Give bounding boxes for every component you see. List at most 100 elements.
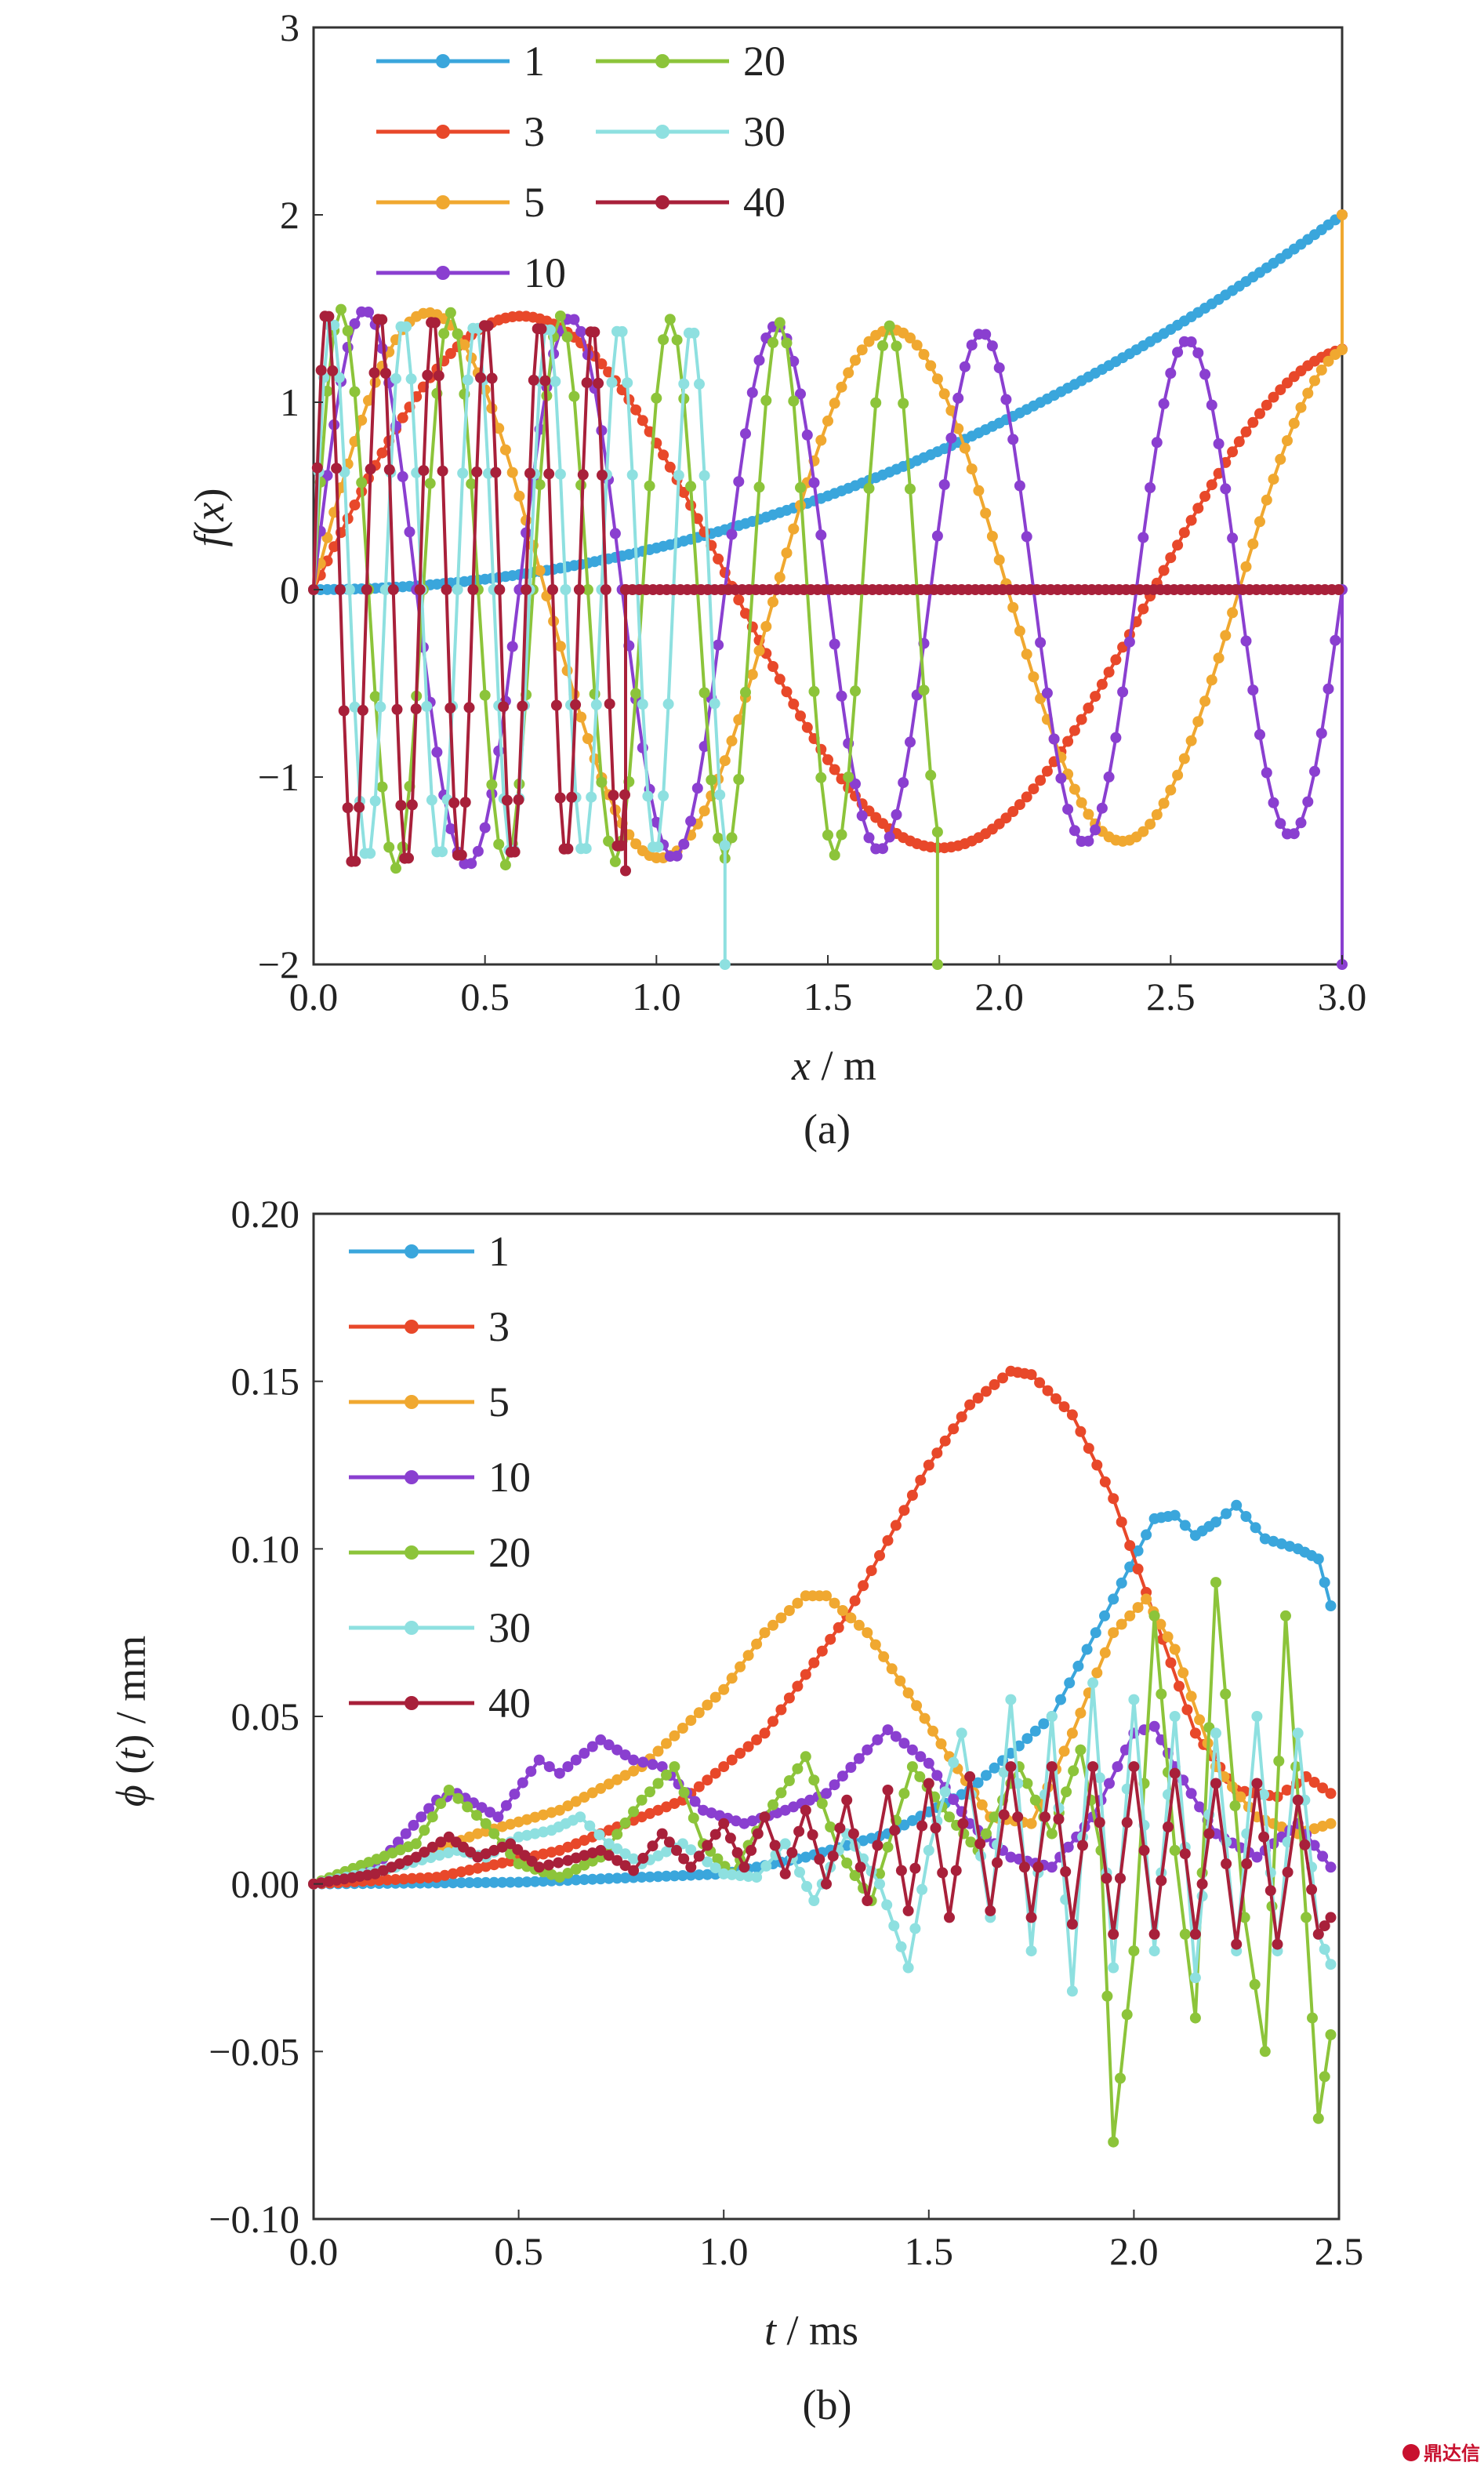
data-point-20 [1046, 1828, 1058, 1840]
data-point-5 [853, 1619, 865, 1631]
data-point-10 [568, 314, 580, 325]
data-point-5 [774, 572, 786, 583]
data-point-40 [444, 703, 456, 714]
legend-swatch-marker [436, 195, 450, 209]
data-point-3 [1083, 703, 1094, 714]
data-point-30 [529, 1828, 541, 1840]
legend-label: 40 [743, 179, 786, 226]
data-point-10 [400, 1828, 412, 1840]
data-point-20 [767, 337, 778, 348]
data-point-30 [401, 321, 412, 332]
data-point-3 [1158, 565, 1170, 576]
y-axis-label-a: f(x) [186, 488, 233, 547]
data-point-10 [509, 1789, 521, 1800]
data-point-5 [843, 367, 854, 379]
data-point-30 [584, 1820, 596, 1832]
data-point-5 [561, 665, 573, 677]
data-point-30 [538, 1826, 549, 1838]
data-point-1 [1029, 1725, 1041, 1737]
x-tick-label: 0.0 [289, 975, 339, 1019]
data-point-5 [1132, 1602, 1144, 1614]
x-tick-label: 2.0 [1109, 2229, 1159, 2273]
data-point-3 [1275, 384, 1286, 396]
data-point-3 [644, 1807, 655, 1819]
data-point-40 [882, 1785, 894, 1796]
data-point-20 [570, 1863, 582, 1875]
data-point-10 [890, 1731, 902, 1742]
legend-entry-20: 20 [596, 38, 786, 85]
data-point-5 [693, 1707, 705, 1719]
data-point-5 [1315, 364, 1327, 376]
legend-entry-3: 3 [376, 108, 545, 155]
data-point-40 [895, 1865, 907, 1876]
data-point-20 [733, 774, 745, 785]
data-point-10 [1220, 483, 1232, 495]
data-point-5 [911, 1700, 923, 1712]
data-point-40 [386, 1861, 397, 1873]
data-point-10 [726, 528, 738, 540]
data-point-40 [426, 1841, 438, 1853]
data-point-40 [1325, 1912, 1337, 1923]
data-point-40 [570, 1852, 582, 1864]
data-point-30 [1128, 1694, 1140, 1705]
data-point-40 [1066, 1918, 1078, 1930]
data-point-5 [726, 735, 738, 746]
data-point-30 [726, 1869, 738, 1880]
data-point-3 [1042, 1385, 1054, 1396]
data-point-20 [1156, 1688, 1167, 1700]
data-point-3 [740, 608, 751, 619]
data-point-20 [534, 479, 546, 491]
data-point-30 [434, 1850, 445, 1861]
data-point-40 [872, 1840, 884, 1851]
data-point-20 [652, 1778, 664, 1789]
data-point-10 [1315, 728, 1327, 739]
data-point-30 [760, 1860, 772, 1872]
x-axis-var-b: t [764, 2307, 778, 2354]
data-point-1 [1064, 1677, 1076, 1689]
x-tick-label: 2.5 [1146, 975, 1196, 1019]
data-point-1 [1319, 1577, 1330, 1589]
data-point-3 [751, 1734, 763, 1745]
data-point-1 [513, 1876, 524, 1888]
data-point-10 [1007, 434, 1019, 445]
data-point-1 [595, 1873, 607, 1885]
data-point-3 [1137, 603, 1149, 615]
data-point-5 [677, 1723, 688, 1734]
data-point-3 [774, 674, 786, 685]
data-point-40 [593, 377, 604, 389]
data-point-3 [849, 1595, 861, 1607]
data-point-40 [391, 703, 403, 715]
data-point-10 [1192, 347, 1204, 359]
data-point-20 [579, 1859, 590, 1871]
data-point-3 [948, 1423, 960, 1435]
data-point-30 [628, 1853, 640, 1865]
data-point-40 [1189, 1928, 1201, 1940]
data-point-20 [706, 774, 717, 786]
data-point-20 [664, 314, 676, 325]
data-point-5 [1227, 607, 1239, 619]
data-point-10 [1308, 1840, 1320, 1851]
ticks-a: 0.0 0.5 1.0 1.5 2.0 2.5 3.0 −2 −1 0 1 2 3 [258, 5, 1366, 1019]
data-point-1 [1072, 1660, 1084, 1672]
data-point-20 [1108, 2136, 1119, 2148]
data-point-5 [702, 1699, 713, 1711]
data-point-5 [1240, 561, 1252, 572]
data-point-40 [402, 1854, 414, 1866]
data-point-10 [595, 1734, 607, 1745]
data-point-20 [944, 1811, 955, 1823]
data-point-3 [906, 1490, 918, 1501]
data-point-40 [365, 463, 376, 475]
data-point-10 [533, 1754, 545, 1766]
data-point-40 [752, 1828, 764, 1840]
data-point-20 [1307, 2012, 1318, 2024]
data-point-5 [1162, 1631, 1174, 1643]
chart-panel-b: 0.0 0.5 1.0 1.5 2.0 2.5 −0.10 −0.05 0.00 0.05 0.10… [107, 1192, 1363, 2428]
data-point-1 [677, 1870, 688, 1881]
data-point-5 [1028, 671, 1040, 683]
data-point-40 [1060, 1866, 1072, 1877]
data-point-5 [1091, 1667, 1103, 1679]
data-point-40 [1046, 1761, 1058, 1773]
data-point-10 [1185, 336, 1197, 347]
data-point-40 [467, 584, 479, 595]
data-point-30 [678, 378, 690, 390]
